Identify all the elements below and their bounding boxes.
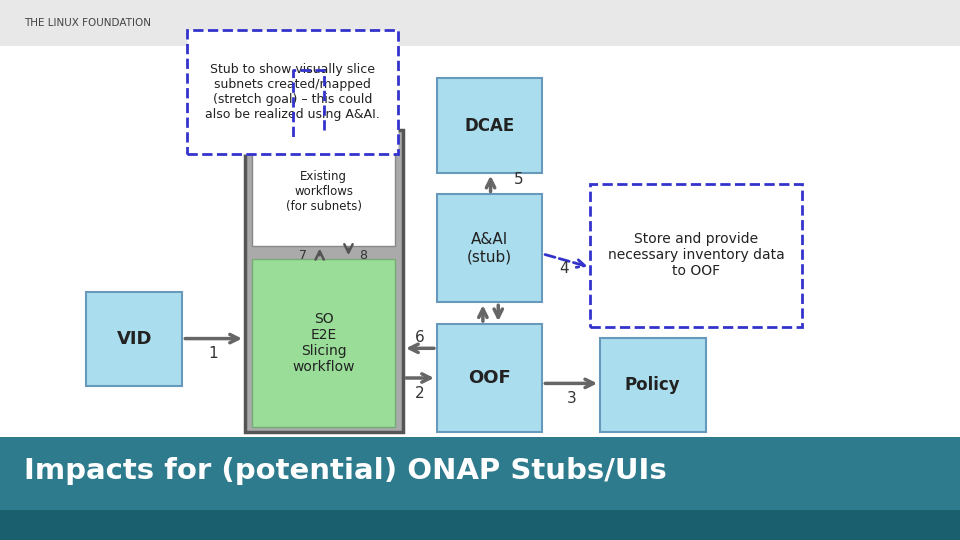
Text: Store and provide
necessary inventory data
to OOF: Store and provide necessary inventory da… — [608, 232, 784, 278]
FancyBboxPatch shape — [590, 184, 802, 327]
FancyBboxPatch shape — [0, 510, 960, 540]
FancyBboxPatch shape — [437, 324, 542, 432]
Text: Impacts for (potential) ONAP Stubs/UIs: Impacts for (potential) ONAP Stubs/UIs — [24, 457, 667, 485]
FancyBboxPatch shape — [252, 259, 395, 427]
Text: Policy: Policy — [625, 376, 681, 394]
FancyBboxPatch shape — [0, 437, 960, 510]
Text: 2: 2 — [415, 386, 424, 401]
Text: 1: 1 — [208, 346, 218, 361]
FancyBboxPatch shape — [252, 138, 395, 246]
Text: SO
E2E
Slicing
workflow: SO E2E Slicing workflow — [292, 312, 355, 374]
Text: 7: 7 — [300, 249, 307, 262]
Text: THE LINUX FOUNDATION: THE LINUX FOUNDATION — [24, 18, 151, 28]
FancyBboxPatch shape — [245, 130, 403, 432]
FancyBboxPatch shape — [0, 0, 960, 46]
Text: 3: 3 — [566, 391, 576, 406]
Text: 6: 6 — [415, 330, 424, 345]
Text: A&AI
(stub): A&AI (stub) — [467, 232, 513, 265]
Text: Stub to show visually slice
subnets created/mapped
(stretch goal) – this could
a: Stub to show visually slice subnets crea… — [205, 63, 380, 121]
Text: OOF: OOF — [468, 369, 511, 387]
FancyBboxPatch shape — [187, 30, 398, 154]
Text: 5: 5 — [514, 172, 523, 187]
Text: 4: 4 — [560, 261, 569, 276]
Text: 8: 8 — [359, 249, 367, 262]
FancyBboxPatch shape — [600, 338, 706, 432]
Text: Existing
workflows
(for subnets): Existing workflows (for subnets) — [285, 170, 362, 213]
Text: DCAE: DCAE — [465, 117, 515, 134]
FancyBboxPatch shape — [86, 292, 182, 386]
FancyBboxPatch shape — [437, 194, 542, 302]
Text: VID: VID — [117, 330, 152, 348]
FancyBboxPatch shape — [437, 78, 542, 173]
